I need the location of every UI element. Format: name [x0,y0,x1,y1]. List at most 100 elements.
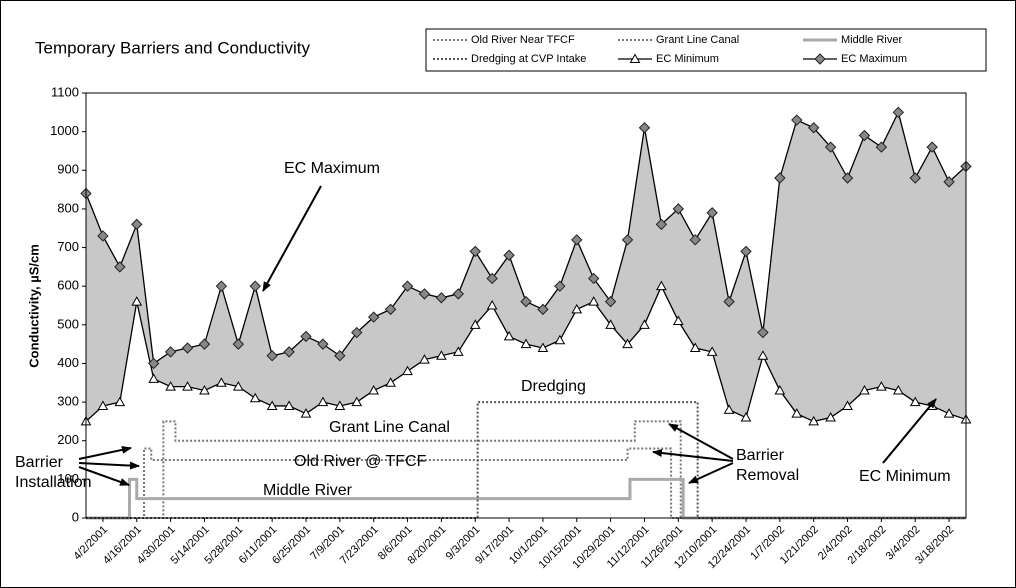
triangle-marker [520,338,532,349]
diamond-marker [757,326,769,339]
diamond-marker [317,338,329,350]
legend-label: EC Maximum [841,53,907,65]
annotation: Dredging [521,378,586,395]
arrow [668,423,734,460]
triangle-marker [876,381,887,391]
arrow [262,185,322,292]
diamond-marker [943,176,955,188]
diamond-marker [486,272,498,285]
triangle-marker [317,396,329,407]
y-tick-label: 100 [57,471,79,486]
triangle-marker [672,315,684,325]
diamond-marker [520,295,532,308]
diamond-marker [283,346,295,358]
annotation: Barrier Removal [736,447,800,484]
series-line [86,477,966,520]
plot-area [80,106,972,520]
diamond-marker [469,245,481,258]
diamond-marker [334,350,346,362]
triangle-marker [706,346,718,356]
diamond-marker [215,280,228,292]
triangle-marker [351,396,363,407]
diamond-marker [198,338,211,350]
y-tick-label: 600 [57,278,79,293]
y-tick-label: 400 [57,355,79,370]
legend-box [425,28,987,72]
diamond-marker [858,129,871,142]
y-tick-label: 0 [72,509,79,524]
diamond-marker [638,122,651,134]
diamond-marker [875,141,888,153]
legend-label: EC Minimum [656,53,719,65]
diamond-marker [892,106,905,119]
triangle-marker [639,319,650,329]
y-tick-label: 700 [57,239,79,254]
y-tick-label: 1000 [50,123,79,138]
triangle-marker [131,296,143,306]
arrow [78,466,130,486]
triangle-marker [629,53,641,63]
series-line [86,420,966,519]
diamond-marker [232,338,245,350]
triangle-marker [385,377,396,387]
triangle-marker [114,396,126,407]
annotation: EC Minimum [859,468,951,485]
arrow [78,461,140,470]
triangle-marker [486,299,498,310]
y-tick-label: 500 [57,316,79,331]
triangle-marker [148,373,160,383]
triangle-marker [622,338,633,349]
y-tick-label: 900 [57,162,79,177]
diamond-marker [706,207,718,219]
triangle-marker [182,381,193,391]
triangle-marker [943,408,955,418]
diamond-marker [814,53,826,65]
diamond-marker [587,272,600,285]
triangle-marker [909,396,921,407]
triangle-marker [605,319,616,329]
diamond-marker [723,295,735,308]
triangle-marker [723,404,735,414]
series-line [86,447,966,519]
triangle-marker [892,384,904,395]
triangle-marker [588,296,600,306]
diamond-marker [300,330,312,343]
diamond-marker [655,218,668,231]
diamond-marker [367,311,380,323]
diamond-marker [537,303,549,316]
annotation: EC Maximum [284,160,380,177]
triangle-marker [689,342,701,352]
diamond-marker [791,114,803,126]
range-fill [86,112,966,422]
diamond-marker [181,342,194,354]
triangle-marker [859,384,870,395]
diamond-marker [401,280,414,292]
diamond-marker [384,303,397,316]
annotation: Middle River [263,482,353,499]
chart-title: Temporary Barriers and Conductivity [35,38,310,57]
y-tick-label: 200 [57,432,79,447]
diamond-marker [435,292,448,304]
arrow [688,462,734,484]
triangle-marker [216,377,227,387]
triangle-marker [503,330,515,341]
legend-label: Dredging at CVP Intake [471,53,586,65]
diamond-marker [114,261,126,273]
y-axis-label: Conductivity, µS/cm [26,244,41,368]
triangle-marker [554,334,566,345]
diamond-marker [909,172,921,184]
legend-label: Middle River [841,34,902,46]
diamond-marker [926,141,938,153]
diamond-marker [147,357,160,370]
diamond-marker [604,295,617,308]
y-tick-label: 800 [57,200,79,215]
diamond-marker [97,230,109,242]
diamond-marker [689,234,701,246]
arrow [78,445,132,460]
diamond-marker [418,288,431,300]
diamond-marker [249,280,261,292]
triangle-marker [436,350,447,360]
diamond-marker [266,350,278,362]
triangle-marker [300,408,312,418]
